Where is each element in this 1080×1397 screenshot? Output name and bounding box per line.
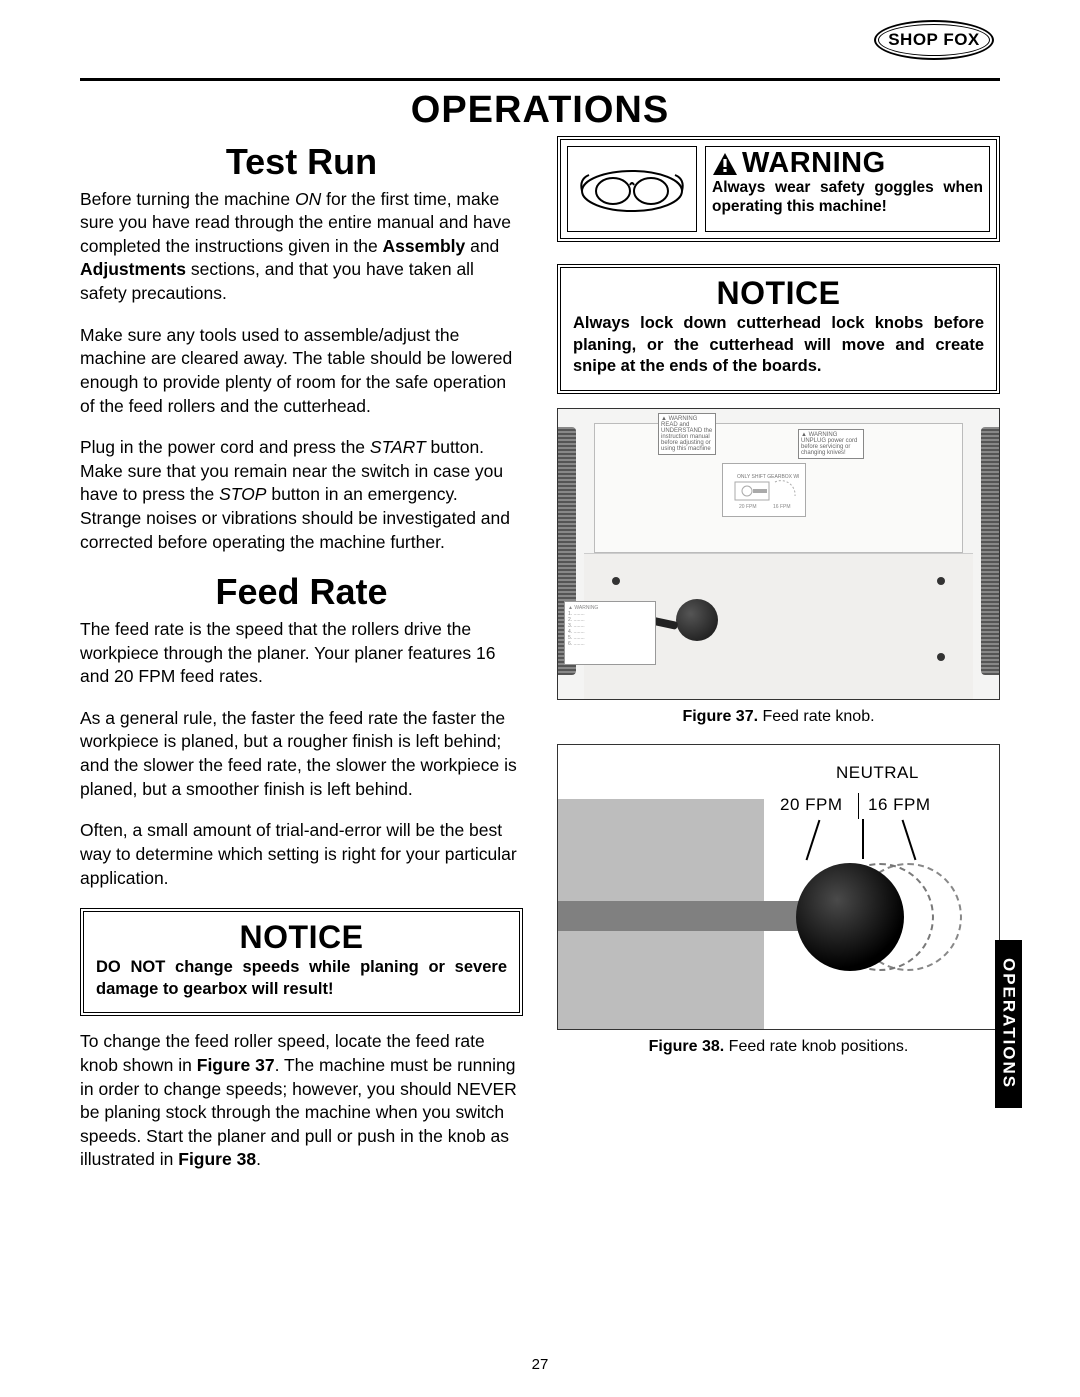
svg-text:ONLY SHIFT GEARBOX WHEN PLANER: ONLY SHIFT GEARBOX WHEN PLANER IS RUNNIN… [737, 474, 799, 480]
para-3: Plug in the power cord and press the STA… [80, 436, 523, 554]
notice-1-title: NOTICE [96, 920, 507, 955]
heading-feed-rate: Feed Rate [80, 572, 523, 612]
notice-1-text: DO NOT change speeds while planing or se… [96, 957, 507, 1000]
warning-heading: WARNING [712, 149, 983, 178]
figure-38-caption: Figure 38. Feed rate knob positions. [557, 1038, 1000, 1056]
warning-body: Always wear safety goggles when operatin… [712, 178, 983, 217]
heading-test-run: Test Run [80, 142, 523, 182]
diagram-label-16fpm: 16 FPM [868, 795, 931, 815]
goggles-icon [577, 161, 687, 217]
right-column: WARNING Always wear safety goggles when … [557, 136, 1000, 1190]
figure-37-caption: Figure 37. Feed rate knob. [557, 708, 1000, 726]
brand-logo: SHOP FOX [874, 20, 994, 60]
svg-text:16 FPM: 16 FPM [773, 504, 791, 510]
side-tab: OPERATIONS [995, 940, 1022, 1108]
notice-box-1: NOTICE DO NOT change speeds while planin… [80, 908, 523, 1016]
goggles-illustration [567, 146, 697, 232]
figure-38-diagram: NEUTRAL 20 FPM 16 FPM [557, 744, 1000, 1030]
left-column: Test Run Before turning the machine ON f… [80, 136, 523, 1190]
figure-37-image: ▲ WARNINGREAD and UNDERSTAND the instruc… [557, 408, 1000, 700]
page-number: 27 [0, 1356, 1080, 1373]
notice-2-text: Always lock down cutterhead lock knobs b… [573, 313, 984, 377]
para-5: As a general rule, the faster the feed r… [80, 707, 523, 802]
warning-text-cell: WARNING Always wear safety goggles when … [705, 146, 990, 232]
section-title: OPERATIONS [80, 89, 1000, 132]
notice-2-title: NOTICE [573, 276, 984, 311]
diagram-label-20fpm: 20 FPM [780, 795, 843, 815]
top-rule [80, 78, 1000, 81]
warning-triangle-icon [712, 152, 738, 176]
para-6: Often, a small amount of trial-and-error… [80, 819, 523, 890]
notice-box-2: NOTICE Always lock down cutterhead lock … [557, 264, 1000, 394]
para-1: Before turning the machine ON for the fi… [80, 188, 523, 306]
para-7: To change the feed roller speed, locate … [80, 1030, 523, 1172]
para-4: The feed rate is the speed that the roll… [80, 618, 523, 689]
diagram-label-neutral: NEUTRAL [836, 763, 919, 783]
warning-box: WARNING Always wear safety goggles when … [557, 136, 1000, 242]
para-2: Make sure any tools used to assemble/adj… [80, 324, 523, 419]
brand-text: SHOP FOX [888, 30, 980, 50]
svg-text:20 FPM: 20 FPM [739, 504, 757, 510]
